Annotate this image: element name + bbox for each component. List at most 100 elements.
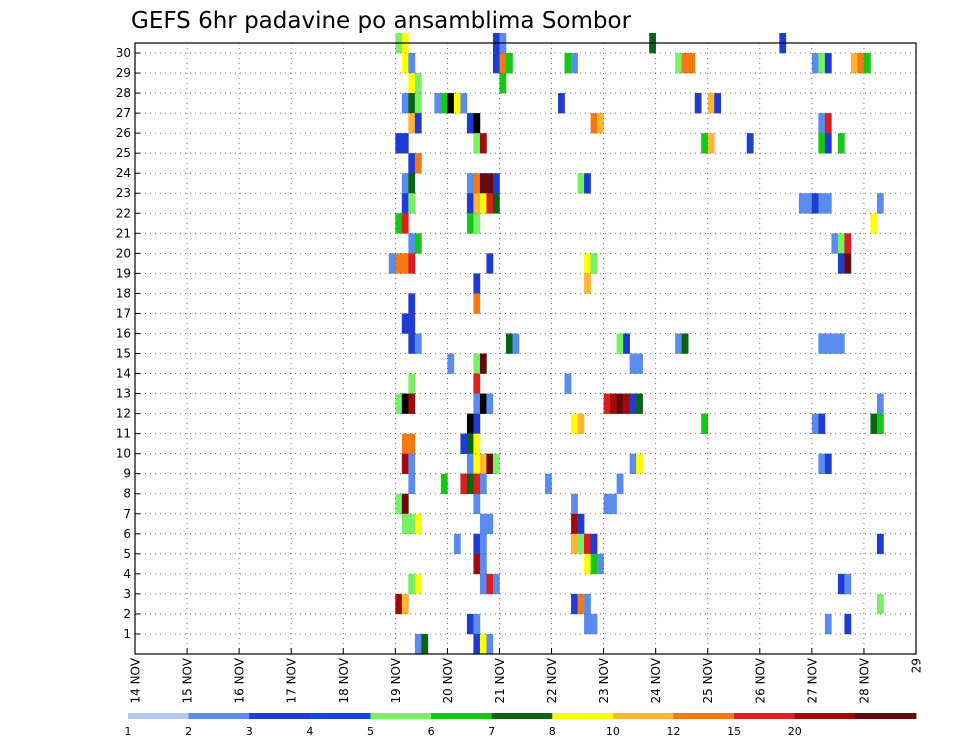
heatmap-cell: [837, 253, 845, 274]
legend-swatch: [855, 713, 917, 719]
heatmap-cell: [473, 553, 481, 575]
heatmap-cell: [453, 533, 461, 555]
y-tick-label: 24: [116, 166, 131, 180]
heatmap-cell: [414, 93, 422, 114]
y-tick-label: 14: [116, 367, 131, 381]
y-tick-label: 5: [123, 547, 131, 561]
heatmap-cell: [401, 53, 409, 74]
heatmap-cell: [408, 93, 416, 114]
heatmap-cell: [479, 473, 487, 495]
x-tick-label: 15 NOV: [181, 657, 195, 703]
heatmap-cell: [505, 53, 513, 74]
heatmap-cell: [408, 313, 416, 334]
heatmap-cell: [564, 373, 572, 394]
heatmap-cell: [414, 73, 422, 94]
heatmap-cells: [388, 32, 884, 655]
heatmap-cell: [545, 473, 552, 495]
heatmap-cell: [414, 233, 422, 254]
y-tick-label: 12: [116, 407, 131, 421]
heatmap-cell: [681, 53, 689, 74]
heatmap-cell: [486, 573, 494, 595]
heatmap-cell: [584, 173, 591, 194]
heatmap-cell: [811, 53, 819, 74]
heatmap-cell: [492, 173, 500, 194]
x-tick-label: 29: [910, 658, 924, 673]
y-tick-label: 25: [116, 146, 131, 160]
heatmap-cell: [473, 293, 481, 314]
heatmap-cell: [414, 573, 422, 595]
heatmap-cell: [590, 613, 598, 635]
y-tick-label: 4: [123, 567, 131, 581]
y-tick-label: 30: [116, 46, 131, 60]
heatmap-cell: [466, 173, 474, 194]
heatmap-cell: [876, 413, 884, 434]
x-tick-label: 25 NOV: [701, 657, 715, 703]
legend-swatch: [128, 713, 190, 719]
heatmap-cell: [675, 53, 682, 74]
heatmap-cell: [824, 453, 832, 474]
heatmap-cell: [434, 93, 442, 114]
y-tick-label: 1: [123, 627, 131, 641]
heatmap-cell: [486, 253, 494, 274]
heatmap-cell: [571, 513, 578, 535]
legend-swatch: [188, 713, 250, 719]
legend-swatch: [491, 713, 553, 719]
heatmap-cell: [571, 533, 578, 555]
heatmap-cell: [818, 133, 826, 154]
heatmap-cell: [408, 473, 416, 495]
heatmap-cell: [636, 393, 643, 414]
heatmap-cell: [870, 213, 878, 234]
heatmap-cell: [824, 133, 832, 154]
heatmap-cell: [486, 193, 494, 214]
y-tick-label: 2: [123, 607, 131, 621]
y-tick-label: 29: [116, 66, 131, 80]
heatmap-cell: [401, 213, 409, 234]
heatmap-cell: [818, 453, 826, 474]
legend-swatch: [370, 713, 432, 719]
heatmap-cell: [837, 573, 845, 595]
y-tick-label: 27: [116, 106, 131, 120]
heatmap-cell: [466, 413, 474, 434]
heatmap-cell: [473, 493, 481, 515]
heatmap-cell: [629, 393, 637, 414]
heatmap-cell: [401, 433, 409, 454]
heatmap-cell: [473, 353, 481, 374]
legend-swatch: [249, 713, 311, 719]
heatmap-cell: [486, 393, 494, 414]
legend-label: 12: [667, 725, 681, 738]
heatmap-cell: [466, 113, 474, 134]
heatmap-cell: [707, 93, 715, 114]
heatmap-cell: [473, 113, 481, 134]
heatmap-cell: [844, 573, 852, 595]
heatmap-cell: [811, 413, 819, 434]
heatmap-cell: [512, 333, 520, 354]
heatmap-cell: [408, 253, 416, 274]
legend-label: 5: [367, 725, 374, 738]
heatmap-cell: [401, 493, 409, 515]
y-tick-label: 11: [116, 427, 131, 441]
grid-lines: [135, 43, 916, 654]
heatmap-cell: [395, 493, 403, 515]
heatmap-cell: [603, 393, 611, 414]
x-tick-label: 19 NOV: [389, 657, 403, 703]
heatmap-cell: [701, 133, 709, 154]
heatmap-cell: [401, 513, 409, 535]
heatmap-cell: [876, 593, 884, 615]
heatmap-cell: [863, 53, 871, 74]
heatmap-cell: [408, 333, 416, 354]
heatmap-cell: [844, 253, 852, 274]
heatmap-cell: [824, 193, 832, 214]
x-tick-label: 24 NOV: [649, 657, 663, 703]
heatmap-cell: [401, 393, 409, 414]
heatmap-cell: [837, 333, 845, 354]
heatmap-cell: [473, 413, 481, 434]
heatmap-cell: [473, 613, 481, 635]
heatmap-cell: [577, 513, 585, 535]
legend-swatch: [552, 713, 614, 719]
y-tick-label: 20: [116, 246, 131, 260]
y-axis-ticks: 1234567891011121314151617181920212223242…: [116, 46, 140, 641]
heatmap-cell: [636, 453, 643, 474]
x-tick-label: 26 NOV: [753, 657, 767, 703]
heatmap-cell: [401, 313, 409, 334]
legend-label: 6: [428, 725, 435, 738]
